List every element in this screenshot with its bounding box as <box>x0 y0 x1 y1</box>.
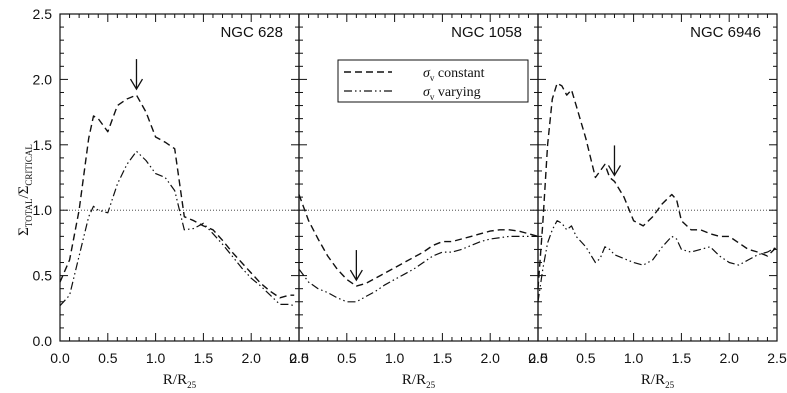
legend-box <box>337 59 529 103</box>
panel-title: NGC 1058 <box>451 24 522 41</box>
panel-frame <box>59 13 300 342</box>
x-tick-label: 1.0 <box>146 350 166 366</box>
x-tick-label: 0.0 <box>289 350 309 366</box>
panel-frame <box>537 13 778 342</box>
xlabel-main: R/R <box>641 372 665 388</box>
series-line-varying <box>298 235 538 303</box>
ylabel-sub-critical: CRITICAL <box>24 144 34 186</box>
series-line-constant <box>537 82 778 289</box>
xlabel-sub: 25 <box>187 380 197 390</box>
xlabel-main: R/R <box>163 372 187 388</box>
legend-label-constant: σv constant <box>423 66 485 83</box>
x-tick-label: 1.5 <box>672 350 692 366</box>
x-tick-label: 2.5 <box>767 350 787 366</box>
x-tick-label: 0.5 <box>98 350 118 366</box>
x-tick-label: 2.0 <box>719 350 739 366</box>
x-tick-label: 2.5 <box>289 350 309 366</box>
ylabel-sub-total: TOTAL <box>24 199 34 228</box>
x-tick-label: 1.0 <box>385 350 405 366</box>
panel-1: 0.0 0.5 1.0 1.5 2.0 2.50.00.51.01.52.02.5R/R2… <box>33 6 309 390</box>
x-tick-label: 0.0 <box>528 350 548 366</box>
panel-title: NGC 628 <box>220 24 283 41</box>
x-tick-label: 0.0 <box>50 350 70 366</box>
xlabel-sub: 25 <box>426 380 436 390</box>
svg-text:ΣTOTAL/ΣCRITICAL: ΣTOTAL/ΣCRITICAL <box>16 144 34 236</box>
series-line-varying <box>537 220 778 302</box>
series-line-constant <box>298 194 539 287</box>
x-tick-label: 2.5 <box>528 350 548 366</box>
x-tick-label: 0.5 <box>337 350 357 366</box>
y-tick-label: 0.0 <box>33 333 53 349</box>
y-tick-label: 2.5 <box>33 6 53 22</box>
panel-title: NGC 6946 <box>690 24 761 41</box>
x-tick-label: 0.5 <box>576 350 596 366</box>
arrow-head <box>607 165 622 177</box>
y-axis-label: ΣTOTAL/ΣCRITICAL <box>16 144 34 236</box>
x-axis-label: R/R25 <box>402 372 436 390</box>
series-line-varying <box>59 150 295 307</box>
x-tick-label: 1.5 <box>433 350 453 366</box>
x-axis-label: R/R25 <box>163 372 197 390</box>
arrow-head <box>349 269 363 282</box>
x-tick-label: 2.0 <box>241 350 261 366</box>
y-tick-label: 2.0 <box>33 71 53 87</box>
panels: 0.0 0.5 1.0 1.5 2.0 2.50.00.51.01.52.02.5R/R2… <box>33 6 787 390</box>
arrow-marker <box>607 145 622 177</box>
panel-3: 0.0 0.5 1.0 1.5 2.0 2.5 R/R25 NGC 6946 <box>528 13 787 390</box>
legend-label-varying: σv varying <box>423 85 481 102</box>
y-tick-label: 0.5 <box>33 268 53 284</box>
y-tick-label: 1.5 <box>33 137 53 153</box>
legend: σv constant σv varying <box>337 59 529 103</box>
arrow-marker <box>129 59 144 91</box>
y-tick-label: 1.0 <box>33 202 53 218</box>
x-tick-label: 1.0 <box>624 350 644 366</box>
arrow-marker <box>349 250 363 282</box>
ylabel-sigma-1: Σ <box>16 227 32 236</box>
arrow-head <box>129 78 144 91</box>
xlabel-sub: 25 <box>665 380 675 390</box>
series-line-constant <box>59 94 295 299</box>
ylabel-sigma-2: Σ <box>16 186 32 195</box>
x-axis-label: R/R25 <box>641 372 675 390</box>
ylabel-slash: / <box>16 194 32 199</box>
x-tick-label: 1.5 <box>194 350 214 366</box>
panel-2: 0.0 0.5 1.0 1.5 2.0 2.5 R/R25 NGC 1058 <box>289 13 548 390</box>
xlabel-main: R/R <box>402 372 426 388</box>
x-tick-label: 2.0 <box>480 350 500 366</box>
